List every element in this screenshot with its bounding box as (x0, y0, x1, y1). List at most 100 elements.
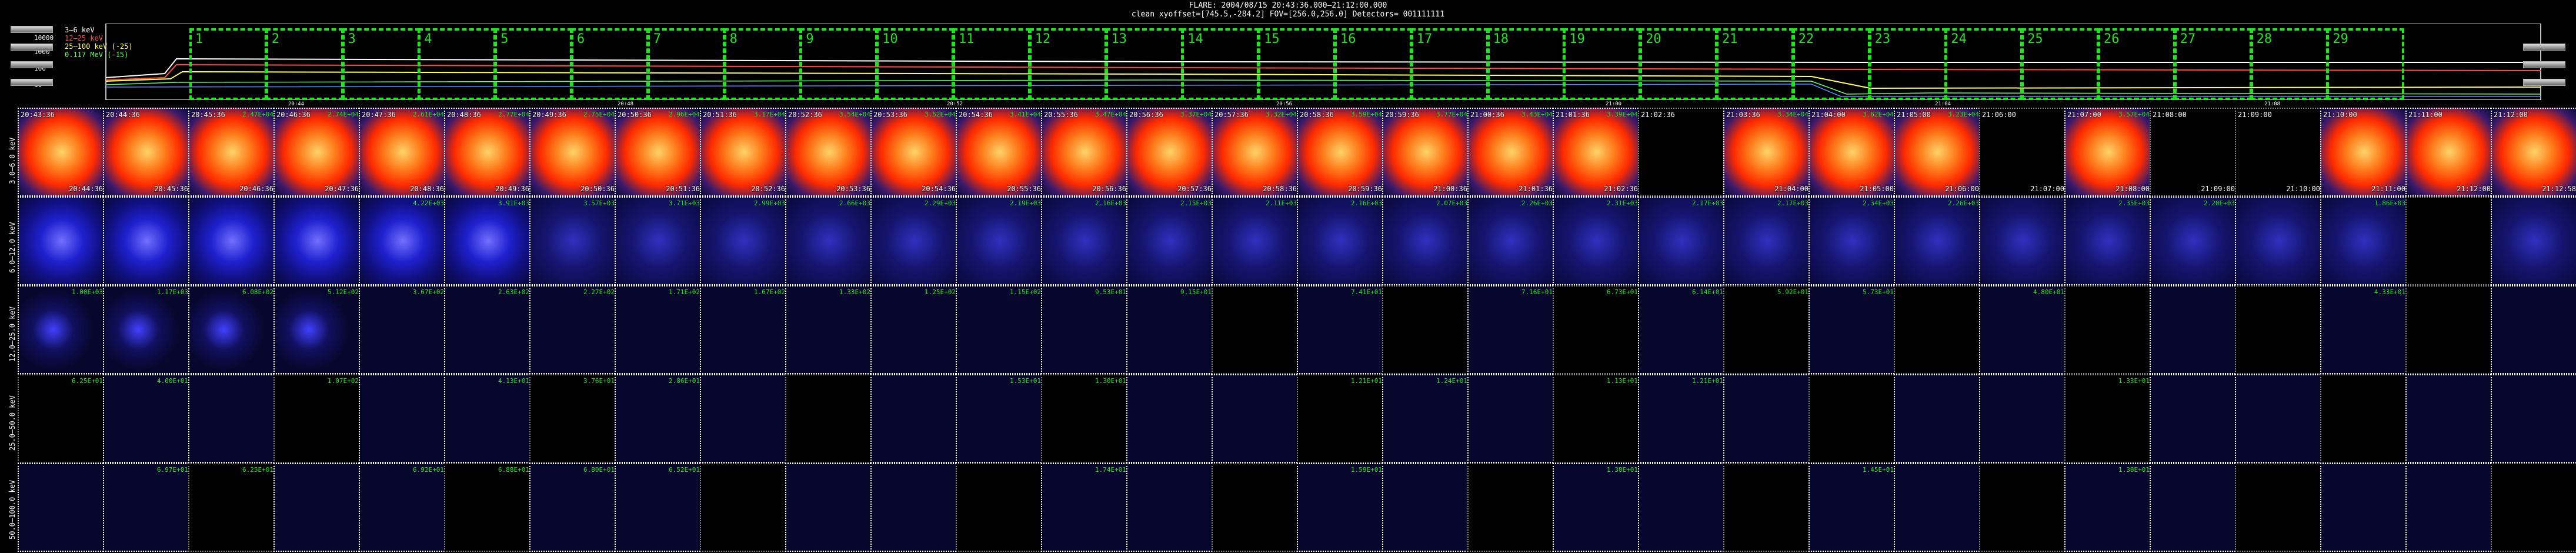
image-cell[interactable] (18, 463, 106, 552)
image-cell[interactable] (1212, 285, 1300, 374)
image-cell[interactable] (1894, 463, 1982, 552)
scroll-button[interactable] (11, 26, 53, 33)
image-cell[interactable] (2320, 374, 2408, 463)
image-cell[interactable]: 20:56:36 20:57:36 3.37E+04 (1126, 108, 1214, 196)
image-cell[interactable]: 20:49:36 20:50:36 2.75E+04 (529, 108, 618, 196)
time-interval-box[interactable]: 7 (647, 28, 725, 100)
time-interval-box[interactable]: 10 (876, 28, 955, 100)
image-cell[interactable]: 1.86E+03 (2320, 196, 2408, 285)
image-cell[interactable]: 5.12E+02 (273, 285, 362, 374)
image-cell[interactable]: 1.30E+01 (1041, 374, 1129, 463)
time-interval-box[interactable]: 3 (342, 28, 420, 100)
time-interval-box[interactable]: 22 (1792, 28, 1870, 100)
image-cell[interactable]: 6.73E+01 (1553, 285, 1641, 374)
image-cell[interactable] (2491, 374, 2576, 463)
time-interval-box[interactable]: 12 (1029, 28, 1107, 100)
image-cell[interactable]: 20:54:36 20:55:36 3.41E+04 (956, 108, 1044, 196)
image-cell[interactable]: 3.91E+03 (444, 196, 532, 285)
image-cell[interactable] (2491, 285, 2576, 374)
time-interval-box[interactable]: 16 (1334, 28, 1412, 100)
image-cell[interactable] (2320, 463, 2408, 552)
image-cell[interactable] (2405, 196, 2494, 285)
image-cell[interactable]: 20:53:36 20:54:36 3.62E+04 (870, 108, 959, 196)
image-cell[interactable]: 20:47:36 20:48:36 2.61E+04 (359, 108, 447, 196)
image-cell[interactable] (1382, 285, 1470, 374)
image-cell[interactable]: 20:43:36 20:44:36 (18, 108, 106, 196)
image-cell[interactable] (1979, 374, 2067, 463)
time-interval-box[interactable]: 11 (953, 28, 1030, 100)
image-cell[interactable]: 1.25E+02 (870, 285, 959, 374)
image-cell[interactable]: 20:51:36 20:52:36 3.17E+04 (700, 108, 788, 196)
image-cell[interactable]: 2.20E+03 (2150, 196, 2238, 285)
time-interval-box[interactable]: 19 (1563, 28, 1641, 100)
image-cell[interactable] (2235, 463, 2323, 552)
image-cell[interactable]: 21:09:00 21:10:00 (2235, 108, 2323, 196)
image-cell[interactable] (2150, 463, 2238, 552)
time-interval-box[interactable]: 23 (1868, 28, 1947, 100)
time-interval-box[interactable]: 1 (189, 28, 267, 100)
image-cell[interactable]: 1.45E+01 (1808, 463, 1897, 552)
image-cell[interactable]: 9.53E+01 (1041, 285, 1129, 374)
time-interval-box[interactable]: 27 (2174, 28, 2252, 100)
image-cell[interactable]: 1.38E+01 (2064, 463, 2153, 552)
image-cell[interactable] (1467, 463, 1556, 552)
image-cell[interactable]: 3.76E+01 (529, 374, 618, 463)
image-cell[interactable]: 2.16E+03 (1297, 196, 1385, 285)
image-cell[interactable]: 21:10:00 21:11:00 (2320, 108, 2408, 196)
image-cell[interactable]: 3.71E+03 (615, 196, 703, 285)
image-cell[interactable] (2491, 463, 2576, 552)
image-cell[interactable] (785, 374, 873, 463)
image-cell[interactable]: 1.15E+02 (956, 285, 1044, 374)
image-cell[interactable]: 5.92E+01 (1723, 285, 1811, 374)
time-interval-box[interactable]: 25 (2021, 28, 2100, 100)
image-cell[interactable]: 3.57E+03 (529, 196, 618, 285)
image-cell[interactable] (2235, 285, 2323, 374)
image-cell[interactable]: 7.16E+01 (1467, 285, 1556, 374)
image-cell[interactable]: 5.73E+01 (1808, 285, 1897, 374)
time-interval-box[interactable]: 6 (571, 28, 649, 100)
image-cell[interactable] (956, 463, 1044, 552)
image-cell[interactable]: 1.53E+01 (956, 374, 1044, 463)
image-cell[interactable]: 7.41E+01 (1297, 285, 1385, 374)
image-cell[interactable]: 20:44:36 20:45:36 (103, 108, 191, 196)
image-cell[interactable]: 2.16E+03 (1041, 196, 1129, 285)
image-cell[interactable]: 21:11:00 21:12:00 (2405, 108, 2494, 196)
image-cell[interactable]: 2.35E+03 (2064, 196, 2153, 285)
scroll-button[interactable] (2523, 79, 2565, 86)
image-cell[interactable] (785, 463, 873, 552)
image-cell[interactable]: 1.71E+02 (615, 285, 703, 374)
image-cell[interactable] (2405, 463, 2494, 552)
time-interval-box[interactable]: 20 (1640, 28, 1718, 100)
image-cell[interactable]: 2.29E+03 (870, 196, 959, 285)
image-cell[interactable]: 1.00E+03 (18, 285, 106, 374)
image-cell[interactable] (700, 374, 788, 463)
image-cell[interactable]: 2.99E+03 (700, 196, 788, 285)
image-cell[interactable]: 1.33E+02 (785, 285, 873, 374)
image-cell[interactable]: 21:06:00 21:07:00 (1979, 108, 2067, 196)
image-cell[interactable]: 2.17E+03 (1638, 196, 1726, 285)
image-cell[interactable]: 21:00:36 21:01:36 3.43E+04 (1467, 108, 1556, 196)
image-cell[interactable]: 6.80E+01 (529, 463, 618, 552)
image-cell[interactable] (2064, 285, 2153, 374)
image-cell[interactable] (1723, 463, 1811, 552)
image-cell[interactable] (1979, 196, 2067, 285)
image-cell[interactable] (2405, 285, 2494, 374)
image-cell[interactable] (1382, 463, 1470, 552)
time-interval-box[interactable]: 28 (2250, 28, 2328, 100)
image-cell[interactable]: 20:46:36 20:47:36 2.74E+04 (273, 108, 362, 196)
image-cell[interactable]: 2.19E+03 (956, 196, 1044, 285)
image-cell[interactable]: 2.11E+03 (1212, 196, 1300, 285)
image-cell[interactable]: 4.00E+01 (103, 374, 191, 463)
image-cell[interactable]: 6.52E+01 (615, 463, 703, 552)
image-cell[interactable]: 6.25E+01 (188, 463, 276, 552)
image-cell[interactable]: 4.22E+03 (359, 196, 447, 285)
image-cell[interactable]: 6.25E+01 (18, 374, 106, 463)
image-cell[interactable]: 20:52:36 20:53:36 3.54E+04 (785, 108, 873, 196)
scroll-button[interactable] (2523, 44, 2565, 51)
image-cell[interactable] (103, 196, 191, 285)
image-cell[interactable] (2235, 374, 2323, 463)
image-cell[interactable]: 2.63E+02 (444, 285, 532, 374)
time-interval-box[interactable]: 24 (1945, 28, 2023, 100)
image-cell[interactable]: 20:45:36 20:46:36 2.47E+04 (188, 108, 276, 196)
image-cell[interactable]: 4.80E+01 (1979, 285, 2067, 374)
